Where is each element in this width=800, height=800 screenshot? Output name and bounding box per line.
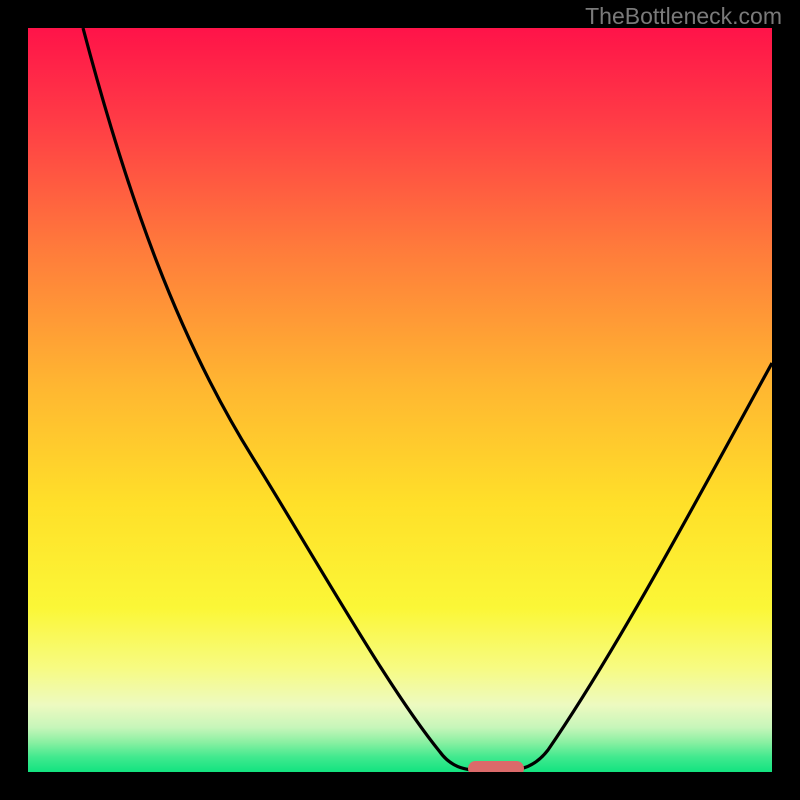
chart-frame [0, 0, 800, 800]
watermark-text: TheBottleneck.com [585, 3, 782, 30]
watermark-label: TheBottleneck.com [585, 3, 782, 29]
